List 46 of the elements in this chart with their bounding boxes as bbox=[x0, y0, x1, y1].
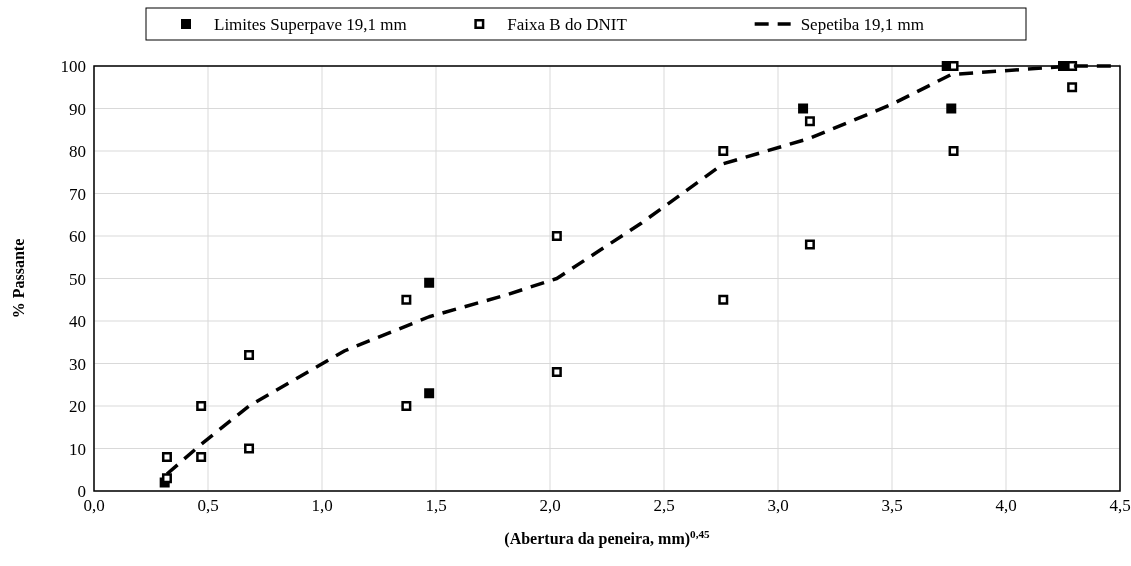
point bbox=[551, 367, 562, 377]
point bbox=[244, 350, 255, 360]
x-tick-label: 1,0 bbox=[311, 496, 333, 515]
point bbox=[948, 146, 959, 156]
y-tick-label: 30 bbox=[69, 354, 86, 374]
y-axis-title: % Passante bbox=[10, 238, 27, 319]
point bbox=[244, 443, 255, 454]
x-tick-label: 1,5 bbox=[425, 496, 447, 515]
y-tick-label: 80 bbox=[69, 142, 86, 161]
point bbox=[946, 103, 957, 114]
x-tick-label: 4,0 bbox=[995, 496, 1017, 515]
point bbox=[1067, 82, 1078, 93]
legend-label: Sepetiba 19,1 mm bbox=[800, 15, 924, 34]
point bbox=[196, 401, 207, 411]
x-tick-label: 2,0 bbox=[539, 496, 561, 515]
y-tick-label: 90 bbox=[69, 99, 86, 119]
point bbox=[804, 116, 815, 127]
point bbox=[718, 294, 729, 305]
point bbox=[196, 452, 207, 462]
point bbox=[551, 231, 562, 241]
point bbox=[804, 239, 815, 250]
y-tick-label: 100 bbox=[60, 57, 86, 76]
x-tick-label: 4,5 bbox=[1109, 496, 1131, 515]
point bbox=[161, 452, 172, 462]
point bbox=[161, 473, 172, 484]
x-tick-label: 3,0 bbox=[767, 496, 789, 515]
y-tick-label: 60 bbox=[69, 227, 86, 246]
y-tick-label: 50 bbox=[69, 269, 86, 289]
legend-label: Limites Superpave 19,1 mm bbox=[214, 15, 407, 34]
y-tick-label: 10 bbox=[69, 439, 86, 459]
x-tick-label: 0,0 bbox=[83, 496, 105, 515]
point bbox=[401, 401, 412, 411]
point bbox=[401, 294, 412, 305]
point bbox=[718, 146, 729, 156]
x-tick-label: 0,5 bbox=[197, 496, 219, 515]
y-tick-label: 40 bbox=[69, 312, 86, 331]
y-tick-label: 0 bbox=[77, 482, 86, 501]
x-tick-label: 3,5 bbox=[881, 496, 903, 515]
point bbox=[798, 103, 809, 114]
point bbox=[424, 388, 435, 399]
point bbox=[424, 277, 435, 288]
y-tick-label: 70 bbox=[69, 184, 86, 204]
legend-label: Faixa B do DNIT bbox=[507, 15, 628, 34]
x-tick-label: 2,5 bbox=[653, 496, 675, 515]
x-axis-title: (Abertura da peneira, mm)$^{0,45}$ bbox=[504, 528, 711, 548]
y-tick-label: 20 bbox=[69, 397, 86, 416]
